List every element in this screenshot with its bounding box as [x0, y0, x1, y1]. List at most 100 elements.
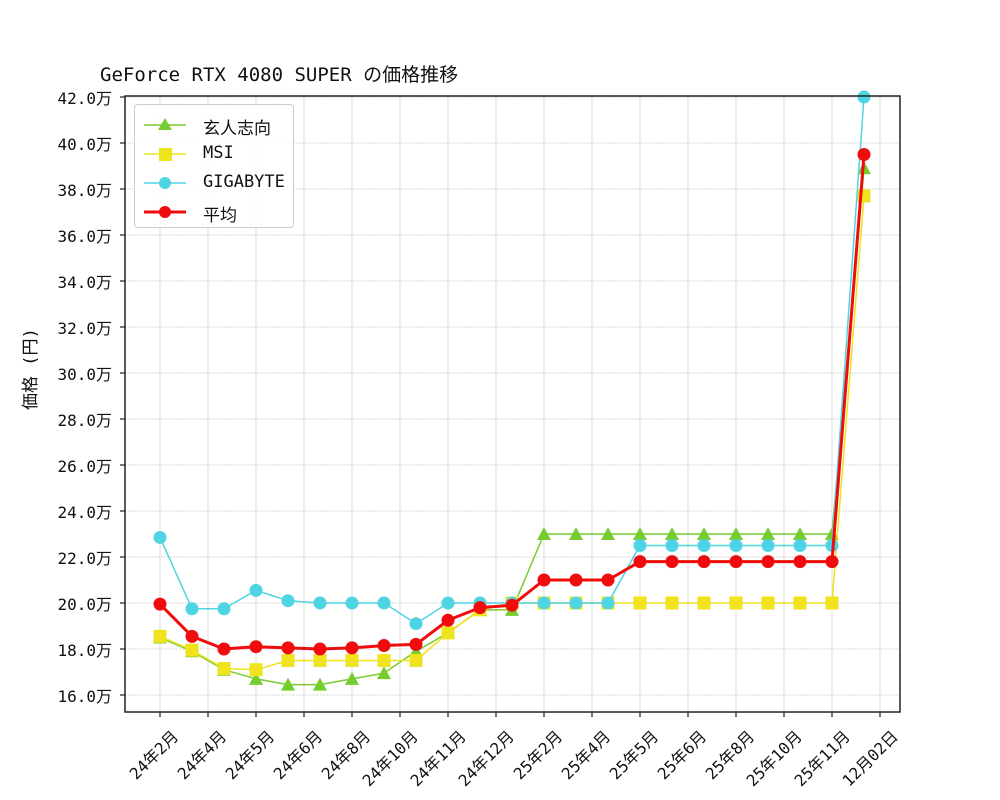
- y-tick-label: 26.0万: [57, 457, 112, 476]
- data-point: [825, 527, 839, 540]
- data-point: [697, 527, 711, 540]
- data-point: [601, 573, 615, 587]
- data-point: [345, 596, 359, 610]
- legend-item-kuroutoshikou: 玄人志向: [135, 111, 295, 139]
- data-point: [793, 539, 807, 552]
- data-point: [377, 666, 391, 680]
- data-point: [441, 596, 455, 610]
- data-point: [537, 573, 551, 587]
- data-point: [569, 527, 583, 540]
- y-tick-label: 18.0万: [57, 641, 112, 660]
- data-point: [633, 539, 647, 552]
- y-axis-label: 価格 (円): [21, 328, 41, 410]
- legend-label: 玄人志向: [203, 119, 271, 139]
- data-point: [281, 677, 295, 691]
- data-point: [665, 596, 679, 610]
- data-point: [793, 596, 807, 610]
- data-point: [761, 539, 775, 552]
- data-point: [185, 643, 199, 657]
- y-tick-label: 40.0万: [57, 135, 112, 154]
- data-point: [249, 583, 263, 597]
- y-tick-label: 42.0万: [57, 89, 112, 108]
- data-point: [185, 602, 199, 616]
- data-point: [249, 663, 263, 677]
- y-tick-label: 36.0万: [57, 227, 112, 246]
- data-point: [345, 641, 359, 655]
- triangle-marker-icon: [144, 118, 186, 130]
- legend-label: 平均: [203, 206, 237, 226]
- y-tick-label: 38.0万: [57, 181, 112, 200]
- data-point: [825, 596, 839, 610]
- y-tick-label: 30.0万: [57, 365, 112, 384]
- data-point: [569, 573, 583, 587]
- data-point: [217, 662, 231, 676]
- y-tick-label: 22.0万: [57, 549, 112, 568]
- data-point: [729, 539, 743, 552]
- legend-item-msi: MSI: [135, 140, 295, 168]
- data-point: [185, 629, 199, 643]
- data-point: [281, 594, 295, 608]
- data-point: [217, 602, 231, 616]
- data-point: [313, 677, 327, 691]
- data-point: [281, 654, 295, 667]
- data-point: [857, 148, 871, 161]
- data-point: [569, 596, 583, 610]
- data-point: [697, 539, 711, 552]
- data-point: [473, 601, 487, 615]
- y-tick-label: 24.0万: [57, 503, 112, 522]
- data-point: [153, 530, 167, 544]
- data-point: [313, 596, 327, 610]
- chart-title: GeForce RTX 4080 SUPER の価格推移: [100, 64, 459, 86]
- data-point: [345, 671, 359, 685]
- data-point: [761, 555, 775, 569]
- data-point: [313, 654, 327, 667]
- legend-item-gigabyte: GIGABYTE: [135, 169, 295, 197]
- data-point: [665, 539, 679, 552]
- data-point: [729, 596, 743, 610]
- legend-label: MSI: [203, 143, 234, 163]
- legend: 玄人志向 MSI GIGABYTE 平均: [134, 104, 294, 228]
- legend-label: GIGABYTE: [203, 172, 285, 192]
- data-point: [537, 596, 551, 610]
- data-point: [153, 629, 167, 643]
- series-2: [153, 90, 871, 631]
- data-point: [345, 654, 359, 667]
- data-point: [377, 654, 391, 667]
- data-point: [857, 90, 871, 104]
- circle-marker-icon: [144, 177, 186, 189]
- data-point: [793, 555, 807, 569]
- y-tick-label: 28.0万: [57, 411, 112, 430]
- data-point: [825, 555, 839, 569]
- data-point: [409, 654, 423, 667]
- data-point: [633, 527, 647, 540]
- data-point: [729, 555, 743, 569]
- data-point: [665, 555, 679, 569]
- data-point: [249, 671, 263, 685]
- data-point: [761, 596, 775, 610]
- y-tick-label: 20.0万: [57, 595, 112, 614]
- data-point: [281, 641, 295, 655]
- series-3: [153, 148, 871, 656]
- data-point: [729, 527, 743, 540]
- data-point: [409, 617, 423, 631]
- circle-marker-icon: [144, 206, 186, 218]
- data-point: [633, 555, 647, 569]
- data-point: [665, 527, 679, 540]
- data-point: [633, 596, 647, 610]
- data-point: [793, 527, 807, 540]
- data-point: [441, 613, 455, 627]
- data-point: [601, 527, 615, 540]
- data-point: [601, 596, 615, 610]
- data-point: [697, 555, 711, 569]
- data-point: [505, 598, 519, 612]
- data-point: [537, 527, 551, 540]
- data-point: [441, 626, 455, 640]
- legend-item-average: 平均: [135, 198, 295, 226]
- y-tick-label: 32.0万: [57, 319, 112, 338]
- data-point: [761, 527, 775, 540]
- data-point: [409, 637, 423, 651]
- data-point: [377, 639, 391, 653]
- data-point: [697, 596, 711, 610]
- data-point: [249, 640, 263, 654]
- data-point: [217, 642, 231, 656]
